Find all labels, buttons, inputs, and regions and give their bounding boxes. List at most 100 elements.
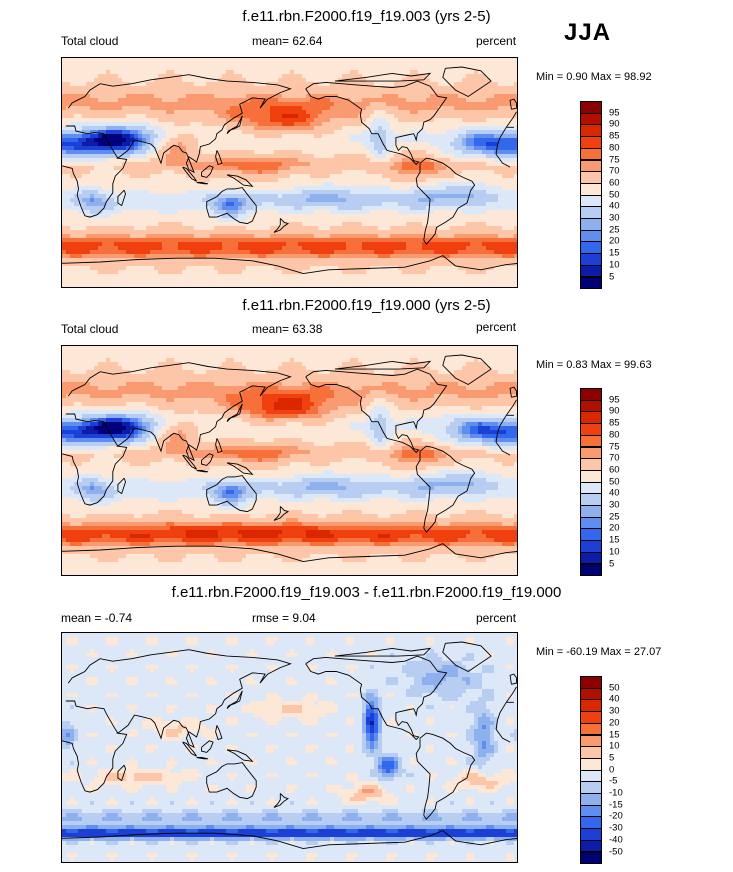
field-cell (318, 94, 323, 99)
field-cell (302, 162, 307, 167)
field-cell (310, 58, 315, 63)
field-cell (146, 194, 151, 199)
field-cell (362, 178, 367, 183)
field-cell (174, 222, 179, 227)
field-cell (330, 138, 335, 143)
field-cell (234, 66, 239, 71)
field-cell (138, 90, 143, 95)
field-cell (242, 90, 247, 95)
field-cell (446, 62, 451, 67)
field-cell (166, 158, 171, 163)
field-cell (370, 146, 375, 151)
field-cell (74, 58, 79, 63)
field-cell (286, 218, 291, 223)
field-cell (138, 226, 143, 231)
field-cell (70, 90, 75, 95)
field-cell (270, 62, 275, 67)
field-cell (266, 114, 271, 119)
field-cell (186, 122, 191, 127)
field-cell (110, 190, 115, 195)
field-cell (186, 134, 191, 139)
field-cell (510, 82, 515, 87)
field-cell (314, 110, 319, 115)
field-cell (154, 170, 159, 175)
field-cell (94, 98, 99, 103)
field-cell (366, 214, 371, 219)
field-cell (126, 86, 131, 91)
field-cell (346, 194, 351, 199)
field-cell (502, 66, 507, 71)
field-cell (130, 222, 135, 227)
field-cell (226, 226, 231, 231)
field-cell (390, 74, 395, 79)
field-cell (118, 178, 123, 183)
field-cell (126, 118, 131, 123)
field-cell (374, 214, 379, 219)
field-cell (230, 82, 235, 87)
field-cell (378, 118, 383, 123)
field-cell (346, 198, 351, 203)
field-cell (82, 118, 87, 123)
field-cell (374, 174, 379, 179)
field-cell (98, 218, 103, 223)
field-cell (154, 70, 159, 75)
field-cell (170, 154, 175, 159)
field-cell (158, 170, 163, 175)
field-cell (510, 146, 515, 151)
field-cell (302, 202, 307, 207)
field-cell (450, 82, 455, 87)
field-cell (294, 150, 299, 155)
field-cell (102, 186, 107, 191)
field-cell (62, 154, 67, 159)
field-cell (454, 166, 459, 171)
field-cell (94, 94, 99, 99)
field-cell (226, 214, 231, 219)
field-cell (438, 174, 443, 179)
field-cell (394, 186, 399, 191)
field-cell (298, 106, 303, 111)
field-cell (406, 174, 411, 179)
field-cell (210, 138, 215, 143)
field-cell (406, 194, 411, 199)
field-cell (346, 106, 351, 111)
field-cell (166, 134, 171, 139)
field-cell (238, 70, 243, 75)
field-cell (250, 66, 255, 71)
field-cell (194, 214, 199, 219)
field-cell (174, 106, 179, 111)
field-cell (350, 110, 355, 115)
field-cell (110, 198, 115, 203)
field-cell (78, 134, 83, 139)
field-cell (122, 174, 127, 179)
field-cell (502, 134, 507, 139)
field-cell (174, 198, 179, 203)
field-cell (370, 90, 375, 95)
field-cell (326, 122, 331, 127)
field-cell (222, 202, 227, 207)
field-cell (70, 130, 75, 135)
field-cell (374, 134, 379, 139)
field-cell (262, 70, 267, 75)
field-cell (118, 218, 123, 223)
field-cell (490, 194, 495, 199)
field-cell (270, 214, 275, 219)
field-cell (334, 202, 339, 207)
field-cell (306, 170, 311, 175)
field-cell (94, 194, 99, 199)
field-cell (258, 102, 263, 107)
field-cell (178, 166, 183, 171)
field-cell (202, 214, 207, 219)
field-cell (330, 190, 335, 195)
field-cell (326, 198, 331, 203)
field-cell (350, 206, 355, 211)
field-cell (490, 118, 495, 123)
field-cell (130, 126, 135, 131)
field-cell (82, 162, 87, 167)
field-cell (130, 102, 135, 107)
field-cell (382, 190, 387, 195)
field-cell (474, 186, 479, 191)
field-cell (442, 62, 447, 67)
field-cell (382, 186, 387, 191)
field-cell (234, 202, 239, 207)
field-cell (494, 194, 499, 199)
